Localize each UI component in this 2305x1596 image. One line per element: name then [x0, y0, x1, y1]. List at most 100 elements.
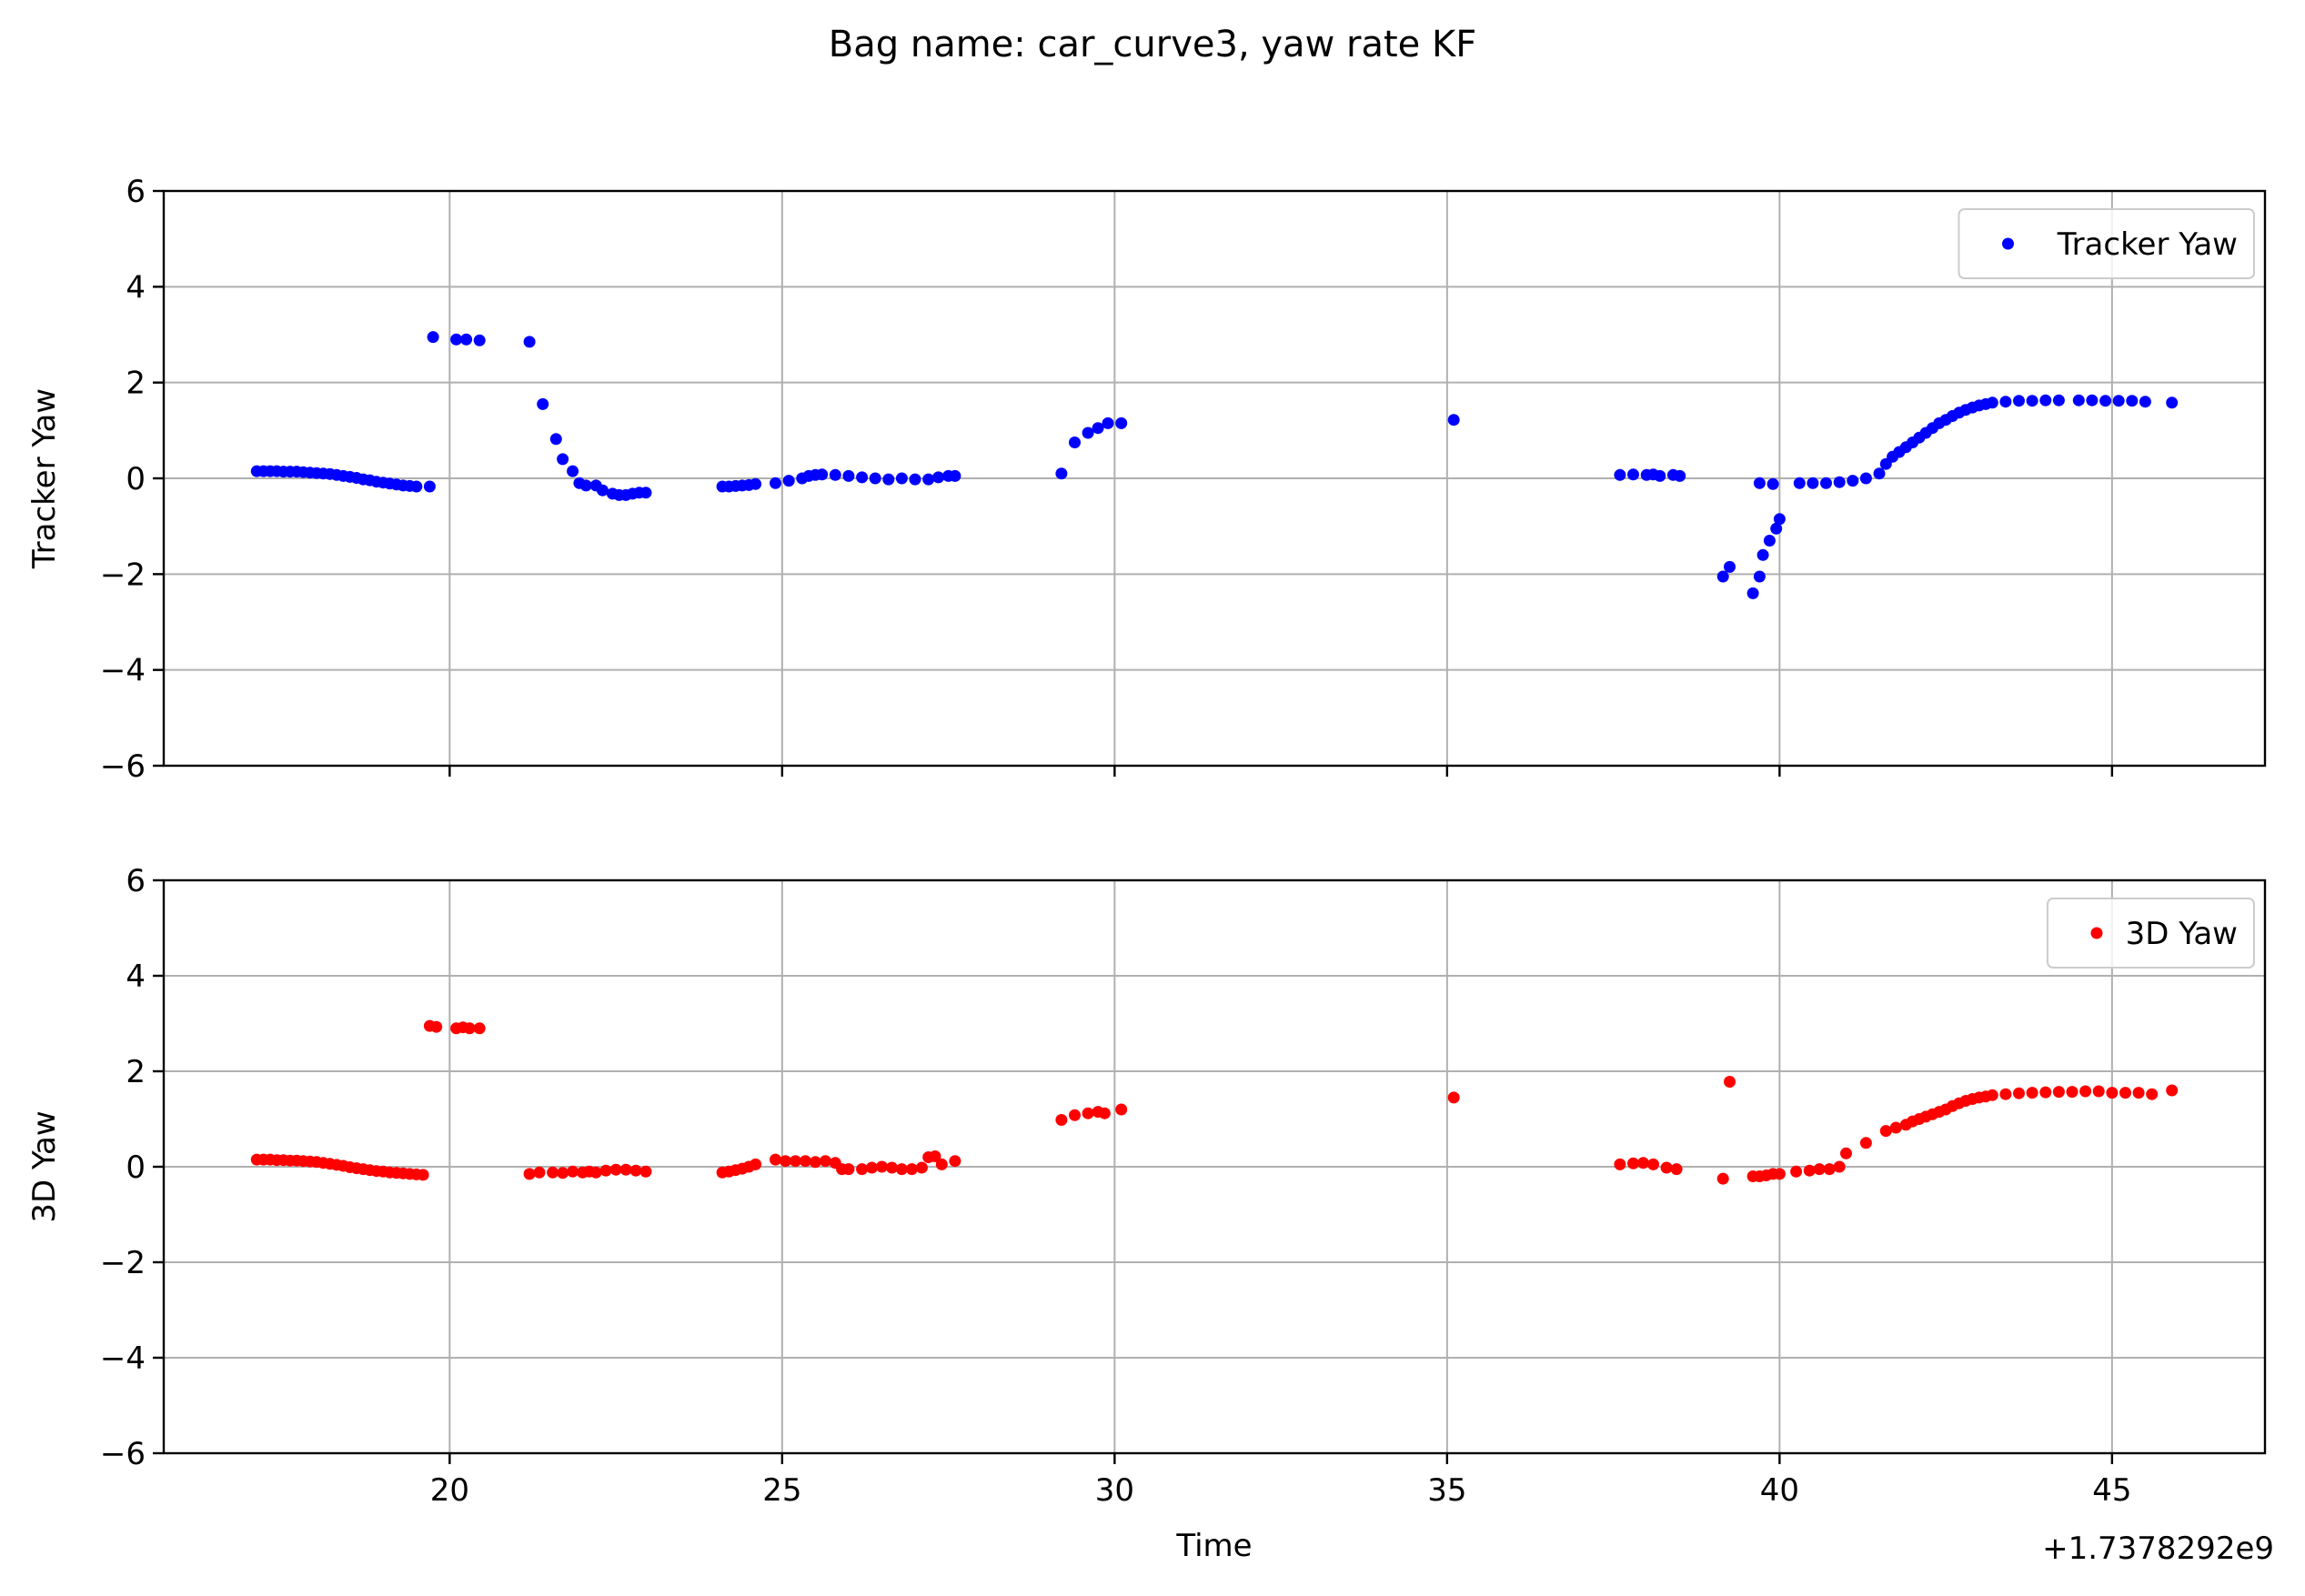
data-point [523, 1168, 536, 1180]
data-point [523, 336, 536, 348]
data-point [809, 1156, 821, 1169]
data-point [2146, 1088, 2159, 1100]
data-point [915, 1161, 928, 1174]
data-point [2079, 1085, 2092, 1098]
data-point [1637, 1157, 1649, 1169]
data-point [905, 1163, 918, 1176]
y-tick-label: 4 [126, 959, 146, 995]
data-point [629, 1164, 642, 1177]
data-point [780, 1155, 791, 1168]
data-point [750, 477, 762, 490]
data-point [1773, 1168, 1786, 1180]
data-point [639, 1165, 652, 1178]
y-tick-label: 2 [126, 366, 146, 402]
data-point [619, 1163, 632, 1176]
data-point [1999, 1088, 2012, 1100]
data-point [1716, 1172, 1729, 1185]
data-point [599, 1164, 612, 1177]
data-point [842, 469, 855, 482]
data-point [533, 1166, 546, 1179]
data-point [450, 333, 463, 346]
data-point [856, 1163, 869, 1176]
data-point [1833, 476, 1846, 488]
x-axis-label: Time [1175, 1528, 1252, 1564]
data-point [2026, 1087, 2038, 1099]
y-tick-label: 6 [126, 174, 146, 210]
data-point [2039, 1086, 2052, 1099]
data-point [2066, 1086, 2079, 1099]
data-point [1098, 1107, 1111, 1119]
y-axis-label: Tracker Yaw [26, 388, 63, 569]
data-point [2139, 396, 2151, 408]
data-point [866, 1161, 878, 1174]
data-point [2112, 395, 2125, 407]
data-point [1055, 467, 1068, 480]
data-point [567, 465, 579, 477]
data-point [1102, 417, 1114, 429]
data-point [1999, 396, 2012, 408]
y-tick-label: −2 [100, 557, 146, 593]
data-point [1803, 1164, 1816, 1177]
data-point [1614, 1158, 1626, 1170]
data-point [1840, 1147, 1852, 1159]
legend-marker [2002, 237, 2014, 250]
data-point [410, 480, 423, 493]
legend-label: Tracker Yaw [2057, 226, 2238, 263]
data-point [895, 1163, 908, 1176]
data-point [2119, 1087, 2131, 1099]
legend-box [1958, 208, 2255, 279]
data-point [1986, 396, 1998, 409]
data-point [1674, 469, 1686, 482]
data-point [1627, 468, 1639, 481]
data-point [639, 487, 652, 499]
data-point [935, 1158, 948, 1170]
y-tick-label: −6 [100, 1436, 146, 1472]
data-point [1724, 1076, 1736, 1088]
x-offset-label: +1.7378292e9 [2042, 1531, 2274, 1567]
y-tick-label: −2 [100, 1245, 146, 1281]
data-point [1092, 422, 1104, 435]
y-tick-label: 4 [126, 269, 146, 306]
data-point [1859, 472, 1872, 485]
data-point [2052, 394, 2065, 407]
data-point [790, 1155, 801, 1168]
data-point [932, 471, 945, 484]
data-point [869, 472, 881, 485]
data-point [1627, 1157, 1639, 1169]
data-point [2052, 1086, 2065, 1099]
data-point [1847, 475, 1859, 487]
data-point [2106, 1087, 2119, 1099]
data-point [1115, 1103, 1128, 1116]
data-point [423, 480, 436, 493]
legend-marker [2090, 927, 2103, 939]
data-point [929, 1150, 941, 1162]
data-point [609, 1163, 622, 1176]
data-point [1746, 587, 1759, 599]
data-point [1859, 1137, 1872, 1149]
data-point [2166, 396, 2179, 409]
data-point [557, 1167, 569, 1179]
data-point [856, 471, 869, 484]
y-tick-label: −4 [100, 1340, 146, 1377]
data-point [819, 1155, 831, 1168]
data-point [2099, 395, 2112, 407]
data-point [557, 453, 569, 466]
data-point [876, 1160, 888, 1173]
y-tick-label: 2 [126, 1054, 146, 1090]
data-point [2013, 395, 2025, 407]
data-point [1660, 1161, 1673, 1174]
y-tick-label: 0 [126, 1149, 146, 1186]
data-point [1793, 477, 1806, 489]
data-point [1753, 477, 1766, 489]
data-point [1790, 1165, 1803, 1178]
data-point [463, 1022, 476, 1035]
data-point [2026, 395, 2038, 407]
data-point [2013, 1087, 2025, 1099]
data-point [799, 1155, 811, 1168]
data-point [1069, 1109, 1081, 1121]
data-point [882, 473, 895, 486]
data-point [770, 477, 781, 489]
data-point [1770, 522, 1783, 535]
